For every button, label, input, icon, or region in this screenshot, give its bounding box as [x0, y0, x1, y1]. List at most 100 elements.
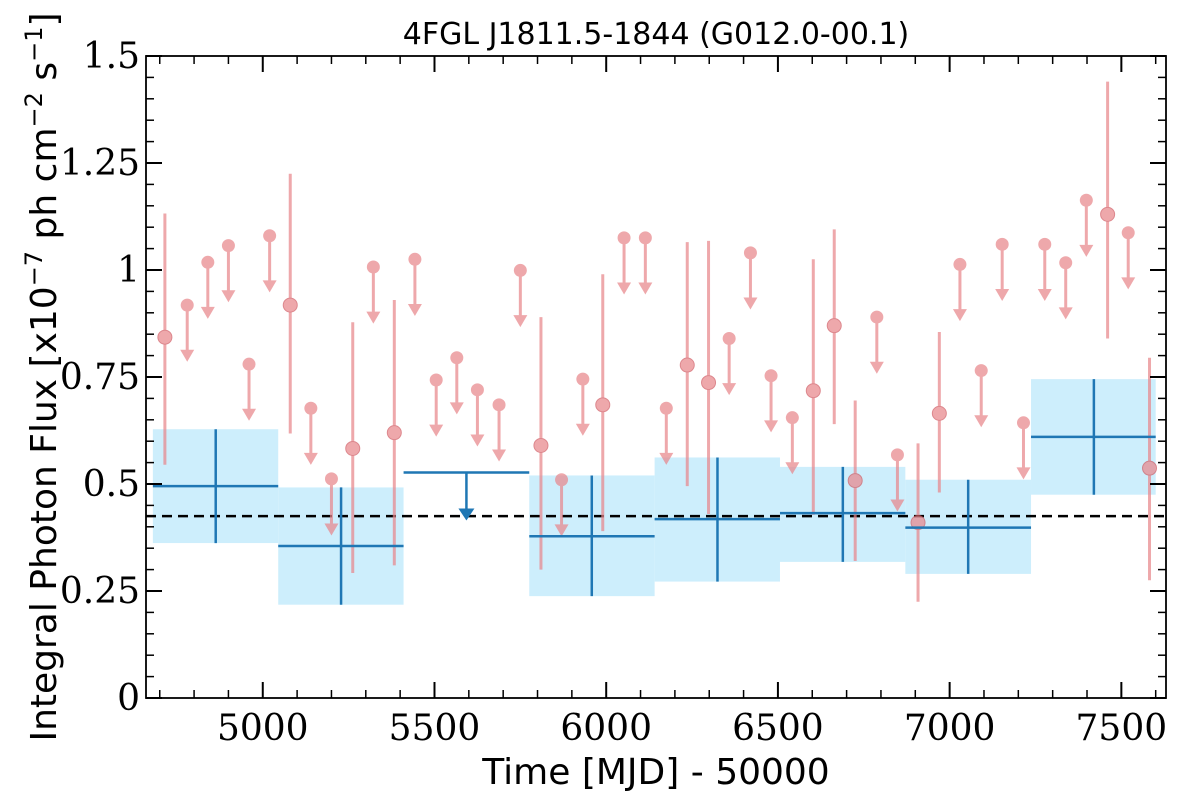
upper-limit-arrow	[1121, 277, 1136, 290]
long-bin-series	[152, 379, 1156, 605]
upper-limit-marker	[429, 373, 443, 387]
upper-limit-arrow	[180, 349, 195, 362]
short-bin-point	[659, 401, 674, 465]
y-tick-labels: 0 0.25 0.5 0.75 1 1.25 1.5	[60, 36, 140, 719]
upper-limit-arrow	[659, 452, 674, 465]
y-tick-label: 1	[117, 250, 140, 291]
upper-limit-arrow	[449, 402, 464, 415]
flux-point	[1100, 206, 1116, 222]
short-bin-point	[847, 400, 863, 562]
flux-point	[847, 473, 863, 489]
y-tick-label: 1.5	[83, 36, 140, 77]
short-bin-point	[743, 246, 758, 310]
short-bin-point	[722, 331, 737, 396]
upper-limit-marker	[974, 364, 988, 378]
short-bin-point	[449, 351, 464, 415]
upper-limit-arrow	[429, 424, 444, 437]
long-bin-point	[529, 475, 655, 597]
short-bin-point	[890, 448, 905, 512]
upper-limit-arrow	[785, 462, 800, 475]
flux-point	[805, 383, 821, 399]
upper-limit-arrow	[492, 449, 507, 462]
short-bin-point	[221, 239, 236, 303]
short-bin-point	[575, 372, 590, 436]
upper-limit-marker	[180, 298, 194, 312]
short-bin-point	[617, 231, 632, 295]
short-bin-point	[701, 240, 717, 514]
short-bin-point	[242, 357, 257, 421]
upper-limit-arrow	[1079, 244, 1094, 257]
short-bin-point	[513, 263, 528, 328]
upper-limit-marker	[1121, 226, 1135, 240]
short-bin-point	[995, 237, 1010, 301]
short-bin-point	[1142, 357, 1158, 581]
short-bin-point	[470, 383, 485, 447]
short-bin-point	[554, 473, 569, 537]
flux-point	[533, 437, 549, 453]
upper-limit-marker	[324, 472, 338, 486]
short-bin-point	[1037, 237, 1052, 301]
upper-limit-arrow	[995, 288, 1010, 301]
long-bin-point	[152, 429, 279, 544]
x-tick-label: 7500	[1076, 708, 1168, 749]
upper-limit-marker	[995, 237, 1009, 251]
upper-limit-marker	[242, 357, 256, 371]
short-bin-point	[679, 242, 695, 487]
flux-point	[910, 515, 926, 531]
flux-point	[282, 297, 298, 313]
upper-limit-marker	[470, 383, 484, 397]
flux-point	[931, 405, 947, 421]
upper-limit-marker	[617, 231, 631, 245]
upper-limit-marker	[1038, 237, 1052, 251]
upper-limit-marker	[1079, 193, 1093, 207]
upper-limit-arrow	[366, 311, 381, 324]
short-bin-point	[931, 332, 947, 493]
y-tick-label: 0	[117, 678, 140, 719]
upper-limit-arrow	[869, 361, 884, 374]
upper-limit-arrow	[638, 282, 653, 295]
upper-limit-arrow	[743, 297, 758, 310]
flux-point	[386, 425, 402, 441]
upper-limit-arrow	[575, 423, 590, 436]
upper-limit-arrow	[407, 303, 422, 316]
short-bin-point	[974, 364, 989, 428]
short-bin-point	[764, 369, 779, 433]
upper-limit-arrow	[470, 434, 485, 447]
flux-point	[1142, 460, 1158, 476]
upper-limit-marker	[743, 246, 757, 260]
short-bin-point	[180, 298, 195, 362]
upper-limit-arrow	[974, 415, 989, 428]
short-bin-point	[595, 274, 611, 532]
upper-limit-arrow	[764, 420, 779, 433]
upper-limit-arrow	[262, 280, 277, 293]
upper-limit-arrow	[221, 290, 236, 303]
short-bin-point	[429, 373, 444, 437]
upper-limit-marker	[1059, 256, 1073, 270]
upper-limit-arrow	[890, 499, 905, 512]
long-bin-point	[1031, 379, 1156, 495]
upper-limit-arrow	[242, 408, 257, 421]
long-bin-point	[278, 487, 404, 605]
upper-limit-arrow	[1058, 307, 1073, 320]
y-axis-label: Integral Photon Flux [x10−7 ph cm−2 s−1]	[20, 12, 65, 741]
upper-limit-arrow	[722, 383, 737, 396]
chart-title: 4FGL J1811.5-1844 (G012.0-00.1)	[403, 17, 910, 52]
upper-limit-marker	[408, 252, 422, 266]
upper-limit-marker	[450, 351, 464, 365]
upper-limit-marker	[221, 239, 235, 253]
upper-limit-marker	[722, 331, 736, 345]
y-tick-label: 0.75	[60, 357, 140, 398]
short-bin-point	[910, 443, 926, 602]
upper-limit-marker	[513, 263, 527, 277]
short-bin-point	[785, 411, 800, 475]
x-tick-label: 6000	[560, 708, 652, 749]
upper-limit-arrow	[513, 315, 528, 328]
upper-limit-marker	[659, 401, 673, 415]
y-tick-label: 1.25	[60, 143, 140, 184]
upper-limit-arrow	[324, 523, 339, 536]
short-bin-point	[805, 259, 821, 515]
short-bin-point	[262, 229, 277, 293]
short-bin-point	[1058, 256, 1073, 320]
short-bin-series	[157, 81, 1158, 602]
upper-limit-arrow	[617, 282, 632, 295]
